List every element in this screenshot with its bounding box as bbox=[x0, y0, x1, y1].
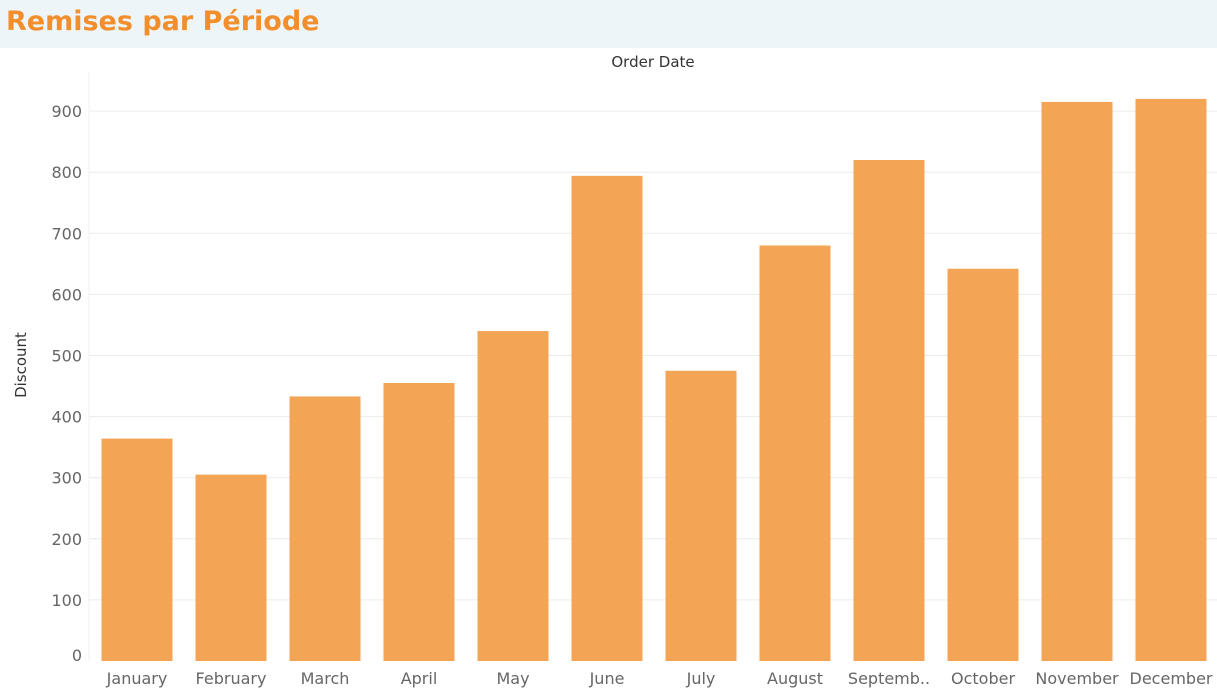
y-tick-label: 800 bbox=[51, 163, 82, 182]
y-tick-label: 300 bbox=[51, 469, 82, 488]
page-title: Remises par Période bbox=[6, 6, 320, 37]
x-tick-label: December bbox=[1130, 669, 1213, 688]
bar-septemb[interactable] bbox=[853, 159, 925, 661]
y-tick-label: 700 bbox=[51, 224, 82, 243]
x-tick-label: October bbox=[951, 669, 1015, 688]
y-tick-label: 0 bbox=[72, 646, 82, 665]
x-tick-label: January bbox=[106, 669, 168, 688]
y-tick-label: 500 bbox=[51, 347, 82, 366]
x-tick-label: June bbox=[589, 669, 625, 688]
y-tick-label: 600 bbox=[51, 285, 82, 304]
y-axis-title: Discount bbox=[12, 332, 30, 398]
x-tick-label: July bbox=[686, 669, 716, 688]
bar-november[interactable] bbox=[1041, 101, 1113, 661]
bar-may[interactable] bbox=[477, 331, 549, 661]
bar-january[interactable] bbox=[101, 438, 173, 661]
y-tick-label: 900 bbox=[51, 102, 82, 121]
bar-april[interactable] bbox=[383, 382, 455, 661]
x-axis-ticks: January February March April May June July Augu… bbox=[106, 669, 1213, 688]
y-tick-label: 200 bbox=[51, 530, 82, 549]
title-bar: Remises par Période bbox=[0, 0, 1217, 48]
x-tick-label: Septemb.. bbox=[848, 669, 930, 688]
x-tick-label: May bbox=[496, 669, 529, 688]
bar-october[interactable] bbox=[947, 268, 1019, 661]
x-tick-label: April bbox=[401, 669, 438, 688]
x-tick-label: February bbox=[196, 669, 267, 688]
bar-march[interactable] bbox=[289, 396, 361, 661]
bars bbox=[101, 98, 1207, 661]
x-tick-label: November bbox=[1035, 669, 1119, 688]
bar-august[interactable] bbox=[759, 245, 831, 661]
y-tick-label: 100 bbox=[51, 591, 82, 610]
x-axis-title: Order Date bbox=[611, 53, 694, 71]
bar-june[interactable] bbox=[571, 175, 643, 661]
discount-bar-chart: Order Date Discount 0 100 200 300 400 500 600 7… bbox=[12, 53, 1217, 688]
bar-july[interactable] bbox=[665, 370, 737, 661]
y-axis-ticks: 0 100 200 300 400 500 600 700 800 900 bbox=[51, 102, 82, 665]
x-tick-label: August bbox=[767, 669, 823, 688]
bar-december[interactable] bbox=[1135, 98, 1207, 661]
y-tick-label: 400 bbox=[51, 408, 82, 427]
x-tick-label: March bbox=[301, 669, 350, 688]
bar-february[interactable] bbox=[195, 474, 267, 661]
gridlines bbox=[88, 72, 1217, 661]
